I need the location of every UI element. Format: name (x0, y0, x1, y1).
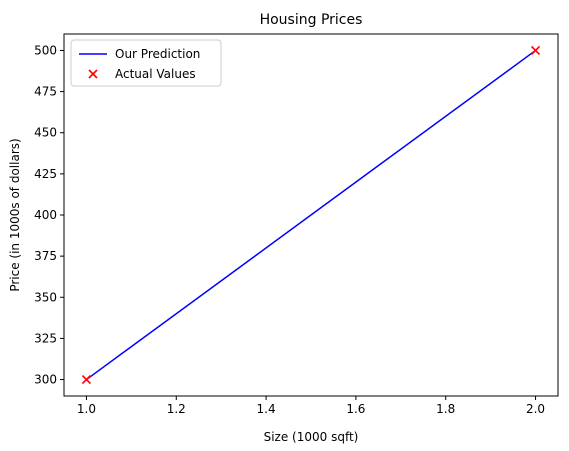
x-axis-label: Size (1000 sqft) (264, 430, 359, 444)
x-tick-label: 1.4 (257, 402, 276, 416)
y-tick-label: 300 (34, 373, 57, 387)
chart-title: Housing Prices (260, 12, 363, 28)
actual-value-point (530, 45, 541, 56)
x-tick-label: 2.0 (526, 402, 545, 416)
y-tick-label: 425 (34, 167, 57, 181)
prediction-line (86, 49, 536, 381)
actual-value-point (81, 374, 92, 385)
y-tick-label: 400 (34, 208, 57, 222)
legend-marker-swatch (88, 69, 98, 79)
legend-label: Our Prediction (115, 47, 200, 61)
y-tick-label: 350 (34, 290, 57, 304)
legend: Our Prediction Actual Values (70, 39, 222, 87)
x-tick-label: 1.6 (346, 402, 365, 416)
y-tick-label: 475 (34, 85, 57, 99)
legend-label: Actual Values (115, 67, 196, 81)
x-axis-ticks: 1.0 1.2 1.4 1.6 1.8 2.0 (77, 396, 545, 416)
legend-box (70, 39, 222, 87)
x-tick-label: 1.8 (436, 402, 455, 416)
y-tick-label: 375 (34, 249, 57, 263)
y-axis-ticks: 300 325 350 375 400 425 450 475 500 (34, 43, 64, 387)
y-axis-label: Price (in 1000s of dollars) (8, 138, 22, 291)
y-tick-label: 325 (34, 331, 57, 345)
y-tick-label: 500 (34, 43, 57, 57)
x-tick-label: 1.2 (167, 402, 186, 416)
y-tick-label: 450 (34, 126, 57, 140)
x-tick-label: 1.0 (77, 402, 96, 416)
series-layer (81, 45, 541, 385)
